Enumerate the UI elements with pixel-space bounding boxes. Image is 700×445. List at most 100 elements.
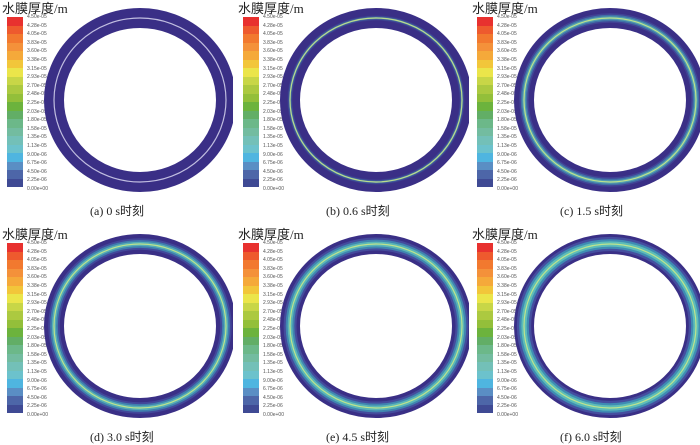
colorbar-band [7,404,23,413]
water-film-ring [280,8,469,192]
water-film-ring [44,8,233,192]
colorbar-label: 2.93e-05 [497,74,517,81]
colorbar-label: 4.05e-05 [497,31,517,38]
colorbar-label: 2.70e-05 [497,308,517,315]
colorbar-band [7,170,23,179]
colorbar-band [7,93,23,102]
colorbar-label: 1.80e-05 [263,117,283,124]
colorbar-label: 4.05e-05 [27,257,47,264]
colorbar-band [243,353,259,362]
colorbar-label: 1.35e-05 [27,134,47,141]
colorbar-band [243,404,259,413]
colorbar-band [477,17,493,26]
colorbar [477,243,493,413]
panel-caption: (e) 4.5 s时刻 [326,430,389,444]
colorbar-band [243,277,259,286]
panel-f: 水膜厚度/m 4.50e-05 4.28e-05 4.05e-05 3.83e-05 3.… [470,226,700,445]
colorbar-label: 9.00e-06 [263,377,283,384]
colorbar-label: 2.03e-05 [497,334,517,341]
colorbar-label: 9.00e-06 [27,151,47,158]
colorbar-band [243,379,259,388]
colorbar-label: 9.00e-06 [497,377,517,384]
colorbar-label: 1.58e-05 [263,125,283,132]
colorbar-label: 1.35e-05 [263,360,283,367]
colorbar-label: 3.38e-05 [497,282,517,289]
colorbar-band [243,285,259,294]
colorbar-band [477,387,493,396]
colorbar-band [7,362,23,371]
colorbar-label: 3.15e-05 [27,65,47,72]
colorbar-band [477,277,493,286]
colorbar-band [243,161,259,170]
colorbar-label: 4.50e-05 [497,240,517,246]
colorbar-band [477,379,493,388]
colorbar-band [477,136,493,145]
colorbar [7,243,23,413]
colorbar-band [477,370,493,379]
colorbar-band [243,302,259,311]
colorbar-band [7,25,23,34]
colorbar-label: 3.15e-05 [497,291,517,298]
colorbar-band [7,161,23,170]
colorbar-band [7,268,23,277]
water-film-ring [280,234,469,418]
colorbar-title: 水膜厚度/m [472,1,538,16]
colorbar-band [243,362,259,371]
colorbar-band [477,319,493,328]
panel-caption: (d) 3.0 s时刻 [90,430,154,444]
colorbar-label: 2.93e-05 [497,300,517,307]
panel-d: 水膜厚度/m 4.50e-05 4.28e-05 4.05e-05 3.83e-05 3.… [0,226,233,445]
colorbar-band [7,76,23,85]
colorbar-band [477,251,493,260]
colorbar-band [243,251,259,260]
panel-b: 水膜厚度/m 4.50e-05 4.28e-05 4.05e-05 3.83e-05 3.… [236,0,469,219]
colorbar-band [7,110,23,119]
colorbar-label: 4.28e-05 [263,22,283,29]
colorbar-label: 4.50e-06 [27,394,47,401]
colorbar-label: 6.75e-06 [497,386,517,393]
colorbar-band [7,319,23,328]
colorbar-band [243,110,259,119]
colorbar-band [7,85,23,94]
colorbar-band [243,51,259,60]
colorbar-label: 3.60e-05 [497,274,517,281]
colorbar-band [243,243,259,252]
colorbar-label: 2.25e-05 [27,325,47,332]
colorbar-label: 2.70e-05 [263,308,283,315]
colorbar-label: 2.03e-05 [27,334,47,341]
colorbar-band [7,34,23,43]
colorbar-band [7,311,23,320]
colorbar-label: 1.13e-05 [263,368,283,375]
colorbar [7,17,23,187]
colorbar-label: 3.60e-05 [263,274,283,281]
colorbar-label: 1.13e-05 [497,368,517,375]
colorbar-label: 4.50e-06 [27,168,47,175]
colorbar-band [7,370,23,379]
panel-a: 水膜厚度/m 4.50e-05 4.28e-05 4.05e-05 3.83e-05 3.… [0,0,233,219]
colorbar-label: 2.25e-06 [27,177,47,184]
colorbar-label: 3.38e-05 [27,282,47,289]
colorbar-label: 1.80e-05 [27,117,47,124]
colorbar-band [243,328,259,337]
colorbar-band [477,396,493,405]
colorbar-band [477,110,493,119]
panel-caption: (f) 6.0 s时刻 [560,430,622,444]
colorbar-label: 3.15e-05 [497,65,517,72]
colorbar-label: 4.05e-05 [263,257,283,264]
colorbar-band [7,353,23,362]
colorbar-band [477,144,493,153]
colorbar-label: 2.48e-05 [263,91,283,98]
colorbar-band [7,285,23,294]
colorbar-band [477,76,493,85]
colorbar-band [243,119,259,128]
colorbar-label: 3.60e-05 [263,48,283,55]
colorbar-label: 1.58e-05 [497,125,517,132]
colorbar-title: 水膜厚度/m [472,227,538,242]
colorbar-label: 9.00e-06 [497,151,517,158]
colorbar-label: 4.50e-05 [263,14,283,20]
colorbar-label: 3.38e-05 [263,56,283,63]
colorbar-title: 水膜厚度/m [238,227,304,242]
colorbar-band [243,93,259,102]
water-film-ring [514,234,700,418]
colorbar-band [243,136,259,145]
